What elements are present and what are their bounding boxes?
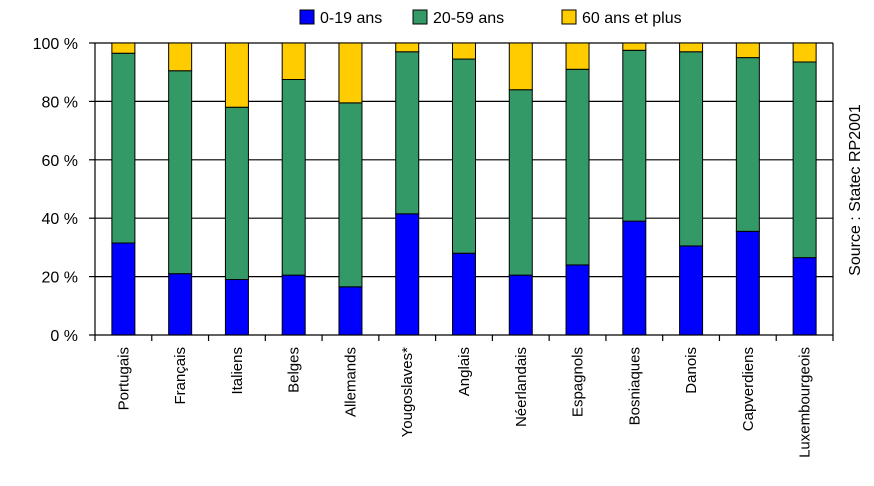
legend: 0-19 ans 20-59 ans 60 ans et plus xyxy=(299,9,682,27)
bar-segment xyxy=(565,264,590,336)
bar-segment xyxy=(565,42,590,70)
axes xyxy=(89,42,834,341)
bar-segment xyxy=(679,42,704,53)
bar-segment xyxy=(508,89,533,276)
legend-label: 20-59 ans xyxy=(433,10,504,27)
bar-segment xyxy=(224,279,249,336)
bar-segment xyxy=(111,42,136,54)
source-label: Source : Statec RP2001 xyxy=(847,104,864,276)
y-tick-label: 100 % xyxy=(33,36,78,53)
bar-segment xyxy=(281,79,306,276)
bar-segment xyxy=(395,42,420,53)
bar-segment xyxy=(622,220,647,336)
x-category-label: Belges xyxy=(286,347,303,393)
bar-segment xyxy=(565,68,590,266)
bar-segment xyxy=(168,42,193,72)
legend-swatch xyxy=(561,9,577,25)
x-category-label: Français xyxy=(172,347,189,405)
x-category-label: Capverdiens xyxy=(740,347,757,431)
bar-segment xyxy=(452,42,476,60)
legend-label: 60 ans et plus xyxy=(582,10,682,27)
bar-segment xyxy=(168,70,193,275)
y-tick-label: 60 % xyxy=(42,153,78,170)
y-tick-label: 80 % xyxy=(42,94,78,111)
x-category-labels: Portugais Français Italiens Belges Allemands… xyxy=(115,347,813,458)
bar-segment xyxy=(679,245,704,336)
bar-segment xyxy=(395,213,420,336)
bar-segment xyxy=(111,52,136,244)
x-category-label: Néerlandais xyxy=(513,347,530,427)
y-tick-label: 20 % xyxy=(42,270,78,287)
bar-segment xyxy=(735,230,760,336)
bar-segment xyxy=(792,42,817,63)
bar-segment xyxy=(508,42,533,91)
x-category-label: Luxembourgeois xyxy=(797,347,814,458)
y-tick-label: 40 % xyxy=(42,211,78,228)
bar-segment xyxy=(452,252,476,336)
x-category-label: Yougoslaves* xyxy=(399,347,416,438)
bar-segment xyxy=(281,42,306,80)
x-category-label: Anglais xyxy=(456,347,473,396)
bar-segment xyxy=(395,51,420,215)
x-category-label: Allemands xyxy=(342,347,359,417)
x-category-label: Danois xyxy=(683,347,700,394)
bar-segment xyxy=(338,42,363,104)
bar-segment xyxy=(168,273,193,336)
bar-segment xyxy=(338,286,363,336)
bar-segment xyxy=(792,257,817,336)
bar-segment xyxy=(224,106,249,281)
x-category-label: Italiens xyxy=(229,347,246,395)
x-category-label: Portugais xyxy=(115,347,132,410)
legend-swatch xyxy=(412,9,428,25)
x-category-label: Espagnols xyxy=(570,347,587,417)
bar-segment xyxy=(338,102,363,288)
bar-segment xyxy=(679,51,704,247)
bar-segment xyxy=(792,61,817,259)
bar-segment xyxy=(622,42,647,51)
x-category-label: Bosniaques xyxy=(626,347,643,425)
bar-segment xyxy=(735,42,760,59)
y-tick-label: 0 % xyxy=(50,328,78,345)
bar-segment xyxy=(111,242,136,336)
legend-swatch xyxy=(299,9,315,25)
bars xyxy=(111,42,817,336)
bar-segment xyxy=(735,57,760,232)
bar-segment xyxy=(224,42,249,108)
bar-segment xyxy=(281,274,306,336)
bar-segment xyxy=(508,274,533,336)
y-tick-labels: 0 % 20 % 40 % 60 % 80 % 100 % xyxy=(33,36,78,345)
bar-segment xyxy=(452,58,476,254)
legend-label: 0-19 ans xyxy=(320,10,382,27)
bar-segment xyxy=(622,49,647,222)
